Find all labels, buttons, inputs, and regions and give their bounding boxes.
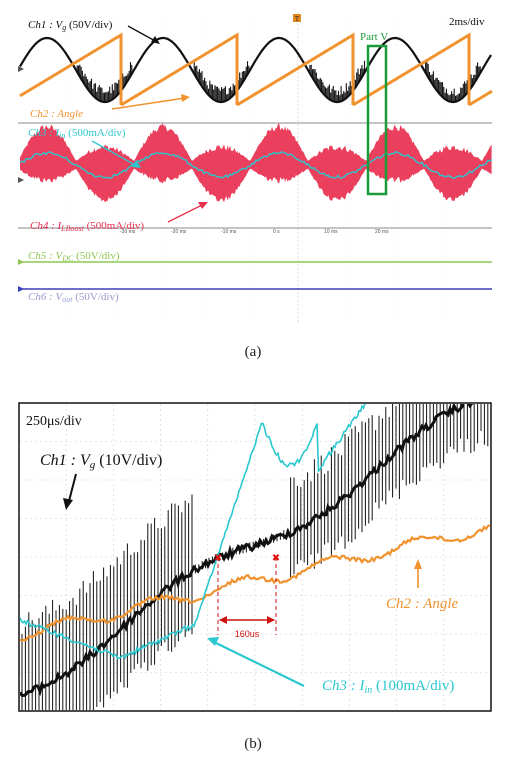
panel-a-caption: (a) [245,344,262,360]
time-tick-label: -30 ms [120,229,136,235]
time-tick-label: -10 ms [221,229,237,235]
ch5-label-a: Ch5 : VDC (50V/div) [28,250,120,263]
ch3-arrowhead-a [132,160,141,168]
panel-a: T Part V 2ms/div -30 ms -20 ms -10 ms 0 s 10… [18,8,493,360]
ch2-arrow-a [111,97,186,110]
panel-a-time-ticks: -30 ms -20 ms -10 ms 0 s 10 ms 20 ms [120,229,389,235]
ch2-arrowhead-a [181,94,190,102]
trigger-marker [293,14,301,22]
ch1-grid-voltage-trace [19,36,492,104]
ch3-input-current-trace [19,150,493,180]
panel-b-caption: (b) [244,736,262,752]
ch3-arrow-b [215,642,305,687]
ch3-arrow-a [91,140,138,167]
panel-a-timebase: 2ms/div [449,16,485,28]
interval-label: 160us [235,629,260,639]
panel-b-traces [20,404,490,710]
ch1-marker [18,66,24,72]
ch4-arrowhead-a [198,202,208,209]
time-tick-label: 20 ms [375,229,389,235]
time-tick-label: 10 ms [324,229,338,235]
trigger-marker-glyph: T [295,15,300,23]
ch1-label-b: Ch1 : Vg (10V/div) [40,452,162,471]
time-tick-label: 0 s [273,229,280,235]
ch3-input-current-trace [20,404,366,660]
panel-b: 250μs/div Ch1 : Vg (10V/div) Ch2 : Angle… [18,402,492,752]
ch3-label-b: Ch3 : Iin (100mA/div) [322,678,454,696]
ch4-label-a: Ch4 : ILBoost (500mA/div) [30,220,144,233]
ch3-arrowhead-b [207,637,219,646]
ch1-label-a: Ch1 : Vg (50V/div) [28,19,113,32]
ch2-label-a: Ch2 : Angle [30,108,83,120]
interval-cross-right: ✖ [272,553,280,564]
ch2-arrowhead-b [414,559,422,569]
ch1-arrow-a [127,25,158,43]
interval-arrow-left [219,616,227,624]
ch1-arrowhead-a [151,36,160,44]
interval-cross-left: ✖ [214,553,222,564]
part-v-box [366,44,388,196]
ch5-marker [18,259,24,265]
ch2-angle-trace [19,32,493,107]
ch1-arrowhead-b [63,498,73,510]
panel-b-timebase: 250μs/div [26,414,82,429]
ch1-arrow-b [68,473,77,502]
part-v-label: Part V [360,31,388,43]
ch3-marker [18,177,24,183]
panel-b-grid [20,404,490,710]
ch6-label-a: Ch6 : Vout (50V/div) [28,291,119,304]
ch2-angle-trace [20,524,490,642]
ch4-arrow-a [167,203,205,223]
ch6-marker [18,286,24,292]
time-tick-label: -20 ms [171,229,187,235]
ch2-label-b: Ch2 : Angle [386,596,459,612]
ch1-grid-voltage-trace [20,404,476,698]
interval-arrow-right [267,616,275,624]
ch4-inductor-current-band [20,123,492,203]
ch3-label-a: Ch3 : Iin (500mA/div) [28,127,126,140]
panel-a-traces [18,32,493,292]
